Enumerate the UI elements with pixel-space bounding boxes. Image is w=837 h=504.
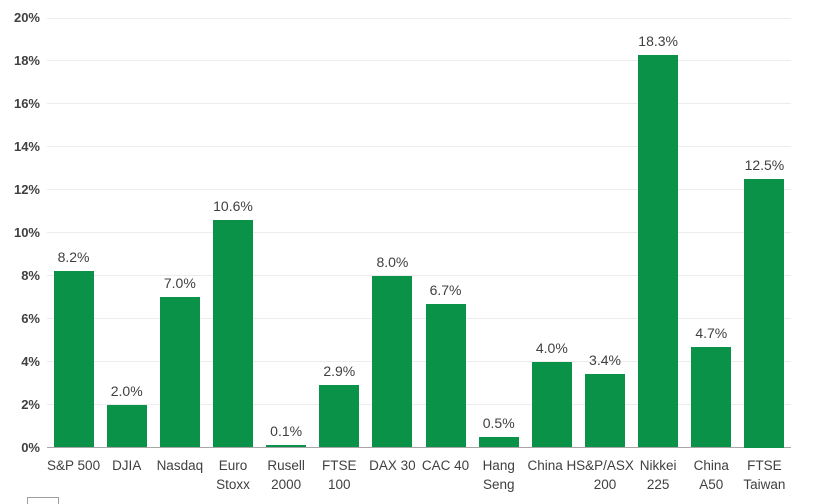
gridline (47, 404, 791, 406)
x-axis-category-label: Nikkei 225 (613, 456, 703, 494)
bar-value-label: 18.3% (638, 32, 678, 49)
bar-value-label: 8.2% (57, 249, 90, 266)
bar (372, 275, 413, 448)
x-axis-line (47, 447, 791, 448)
y-axis-tick-label: 10% (13, 224, 40, 240)
x-axis-category-label: FTSE 100 (294, 456, 384, 494)
x-axis-label-line: 225 (646, 477, 670, 492)
x-axis-label-line: DJIA (112, 458, 142, 473)
x-axis-label-line: Hang (482, 458, 515, 473)
y-axis-tick-label: 4% (21, 353, 40, 369)
gridline (47, 189, 791, 191)
gridline (47, 60, 791, 62)
x-axis-label-line: 100 (328, 477, 351, 492)
y-axis-tick-label: 16% (13, 95, 40, 111)
y-axis-tick-label: 2% (21, 396, 40, 412)
gridline (47, 17, 791, 19)
legend-partial-box (27, 497, 59, 504)
bar-value-label: 4.7% (695, 324, 728, 341)
x-axis-label-line: Rusell (267, 458, 305, 473)
bar-value-label: 0.5% (482, 414, 515, 431)
y-axis-tick-label: 12% (13, 181, 40, 197)
x-axis-category-label: Nasdaq (135, 456, 225, 475)
y-axis-tick-label: 6% (21, 310, 40, 326)
x-axis-label-line: 2000 (271, 477, 302, 492)
x-axis-category-label: DAX 30 (347, 456, 437, 475)
y-axis-tick-label: 20% (13, 10, 40, 25)
x-axis-label-line: S&P 500 (47, 458, 101, 473)
x-axis-label-line: Nasdaq (156, 458, 204, 473)
y-axis-tick-label: 14% (13, 138, 40, 154)
bar (319, 385, 360, 448)
bar (744, 179, 785, 448)
x-axis-label-line: FTSE (747, 458, 782, 473)
x-axis-category-label: Rusell 2000 (241, 456, 331, 494)
x-axis-label-line: Nikkei (639, 458, 677, 473)
gridline (47, 232, 791, 234)
bar (585, 374, 625, 448)
x-axis-category-label: China H (507, 456, 597, 475)
bar-value-label: 6.7% (429, 281, 462, 298)
bar-value-label: 0.1% (270, 423, 303, 440)
gridline (47, 318, 791, 320)
x-axis-label-line: 200 (593, 477, 617, 492)
bar (106, 404, 147, 448)
bar-value-label: 2.9% (323, 363, 356, 380)
x-axis-category-label: Euro Stoxx (188, 456, 278, 494)
bar-value-label: 10.6% (213, 197, 253, 214)
gridline (47, 103, 791, 105)
x-axis-label-line: A50 (699, 477, 724, 492)
bar-value-label: 3.4% (589, 352, 621, 369)
bar (213, 219, 253, 448)
bar (638, 54, 679, 448)
x-axis-category-label: S&P/ASX 200 (560, 456, 650, 494)
y-axis-tick-label: 8% (21, 267, 40, 283)
bar-value-label: 12.5% (744, 157, 785, 174)
x-axis-category-label: China A50 (666, 456, 756, 494)
bar (691, 346, 732, 448)
gridline (47, 146, 791, 148)
x-axis-label-line: China H (527, 458, 577, 473)
y-axis-tick-label: 0% (21, 439, 40, 455)
x-axis-category-label: S&P 500 (29, 456, 119, 475)
bar (478, 436, 519, 448)
x-axis-label-line: FTSE (322, 458, 357, 473)
bar-value-label: 4.0% (535, 339, 568, 356)
x-axis-category-label: Hang Seng (454, 456, 544, 494)
bar (53, 271, 94, 448)
x-axis-label-line: Taiwan (743, 477, 786, 492)
bar (425, 303, 466, 448)
gridline (47, 361, 791, 363)
bar-value-label: 8.0% (376, 253, 409, 270)
bar (159, 297, 200, 448)
bar-value-label: 2.0% (110, 382, 143, 399)
gridline (47, 275, 791, 277)
x-axis-label-line: Stoxx (216, 477, 250, 492)
y-axis-tick-label: 18% (13, 52, 40, 68)
x-axis-label-line: S&P/ASX (576, 458, 634, 473)
x-axis-label-line: China (693, 458, 729, 473)
x-axis-category-label: DJIA (82, 456, 172, 475)
bar-value-label: 7.0% (163, 275, 196, 292)
x-axis-label-line: Euro (218, 458, 248, 473)
bar (266, 445, 307, 448)
x-axis-label-line: DAX 30 (369, 458, 416, 473)
x-axis-label-line: CAC 40 (421, 458, 470, 473)
bar (531, 361, 572, 448)
x-axis-category-label: FTSE Taiwan (719, 456, 809, 494)
x-axis-category-label: CAC 40 (401, 456, 491, 475)
x-axis-label-line: Seng (482, 477, 515, 492)
